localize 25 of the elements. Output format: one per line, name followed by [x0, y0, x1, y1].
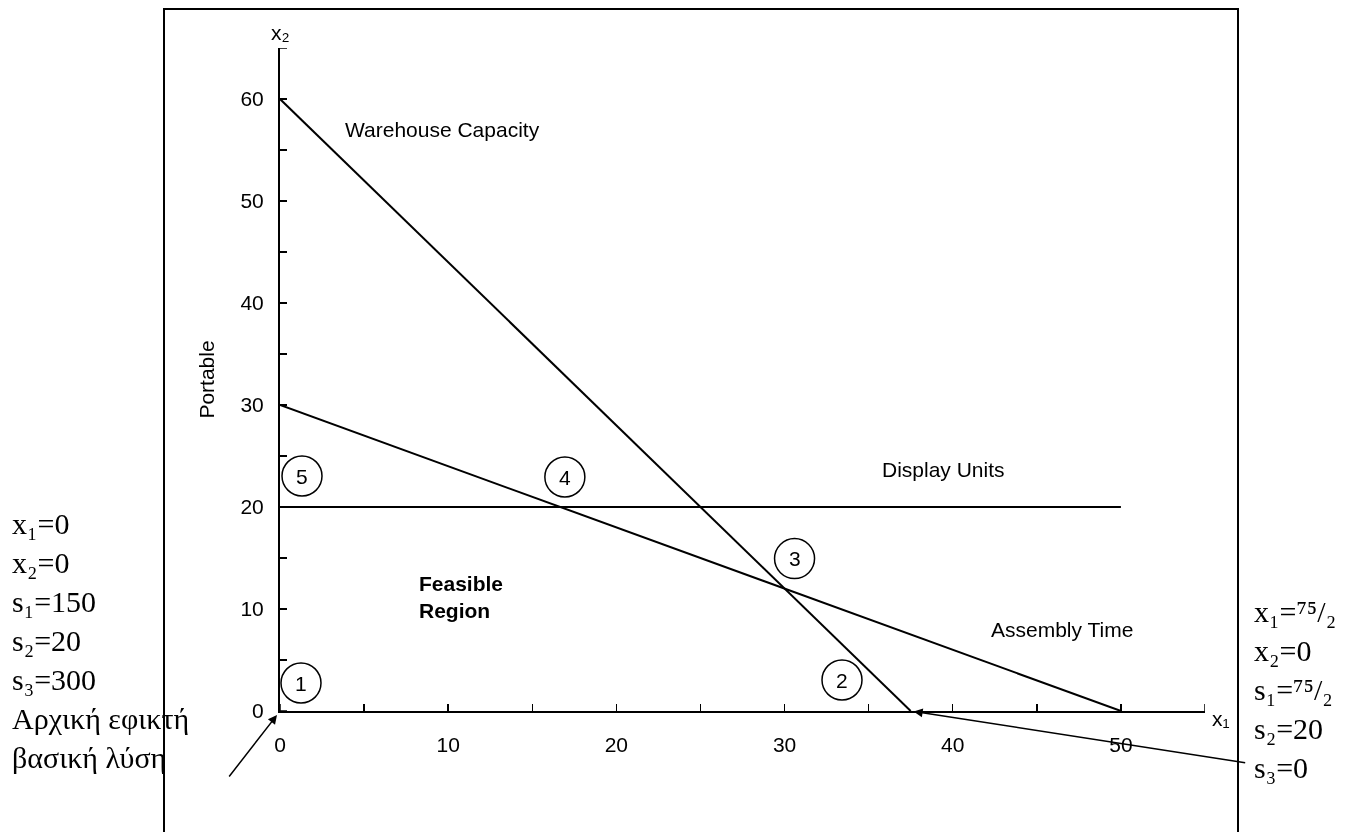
annotation: Display Units [882, 458, 1005, 481]
annotation: 5 [296, 465, 308, 488]
x-tick-label: 0 [274, 733, 286, 757]
x-tick-label: 40 [941, 733, 965, 757]
annotation: 2 [836, 669, 848, 692]
text: x₁ [1212, 707, 1230, 730]
y-tick-label: 30 [240, 393, 264, 417]
y-tick-label: 0 [252, 699, 264, 723]
y-tick-label: 60 [240, 87, 264, 111]
annotation: 4 [559, 466, 571, 489]
y-tick-label: 40 [240, 291, 264, 315]
annotation: Feasible Region [419, 572, 504, 623]
annotation: 3 [789, 547, 801, 570]
annotation: Warehouse Capacity [345, 118, 540, 141]
y-tick-label: 20 [240, 495, 264, 519]
annotation: 1 [295, 672, 307, 695]
annotation: x₁=⁷⁵/₂ x₂=0 s₁=⁷⁵/₂ s₂=20 s₃=0 [1254, 595, 1337, 784]
y-axis-title: Portable [195, 340, 219, 419]
x-tick-label: 10 [436, 733, 460, 757]
y-tick-label: 10 [240, 597, 264, 621]
x-tick-label: 30 [772, 733, 797, 757]
y-tick-label: 50 [240, 189, 264, 213]
x-tick-label: 20 [604, 733, 629, 757]
text: x₂ [271, 21, 290, 44]
annotation: Assembly Time [991, 618, 1134, 641]
